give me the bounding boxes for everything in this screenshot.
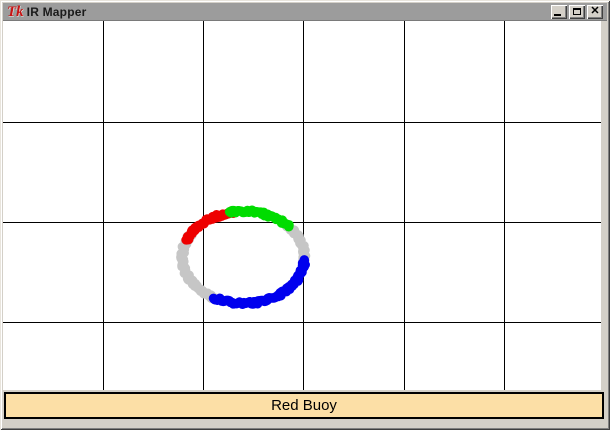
close-button[interactable]: ✕ (587, 4, 603, 19)
track-blue (208, 255, 310, 310)
track-gray-right (281, 220, 311, 267)
maximize-icon (573, 8, 581, 15)
status-label-text: Red Buoy (271, 397, 337, 414)
window-controls: ✕ (551, 4, 603, 19)
window-title: IR Mapper (26, 4, 87, 19)
minimize-button[interactable] (551, 4, 567, 19)
track-red (181, 206, 238, 245)
map-canvas[interactable] (3, 21, 601, 390)
tk-logo-icon: Tk (7, 3, 24, 20)
ir-canvas-svg (3, 21, 601, 390)
titlebar[interactable]: Tk IR Mapper ✕ (3, 3, 607, 21)
track-gray-left (176, 230, 221, 304)
track-green (224, 205, 294, 232)
close-icon: ✕ (590, 4, 600, 17)
maximize-button[interactable] (569, 4, 585, 19)
status-label: Red Buoy (4, 392, 604, 419)
minimize-icon (554, 13, 561, 16)
